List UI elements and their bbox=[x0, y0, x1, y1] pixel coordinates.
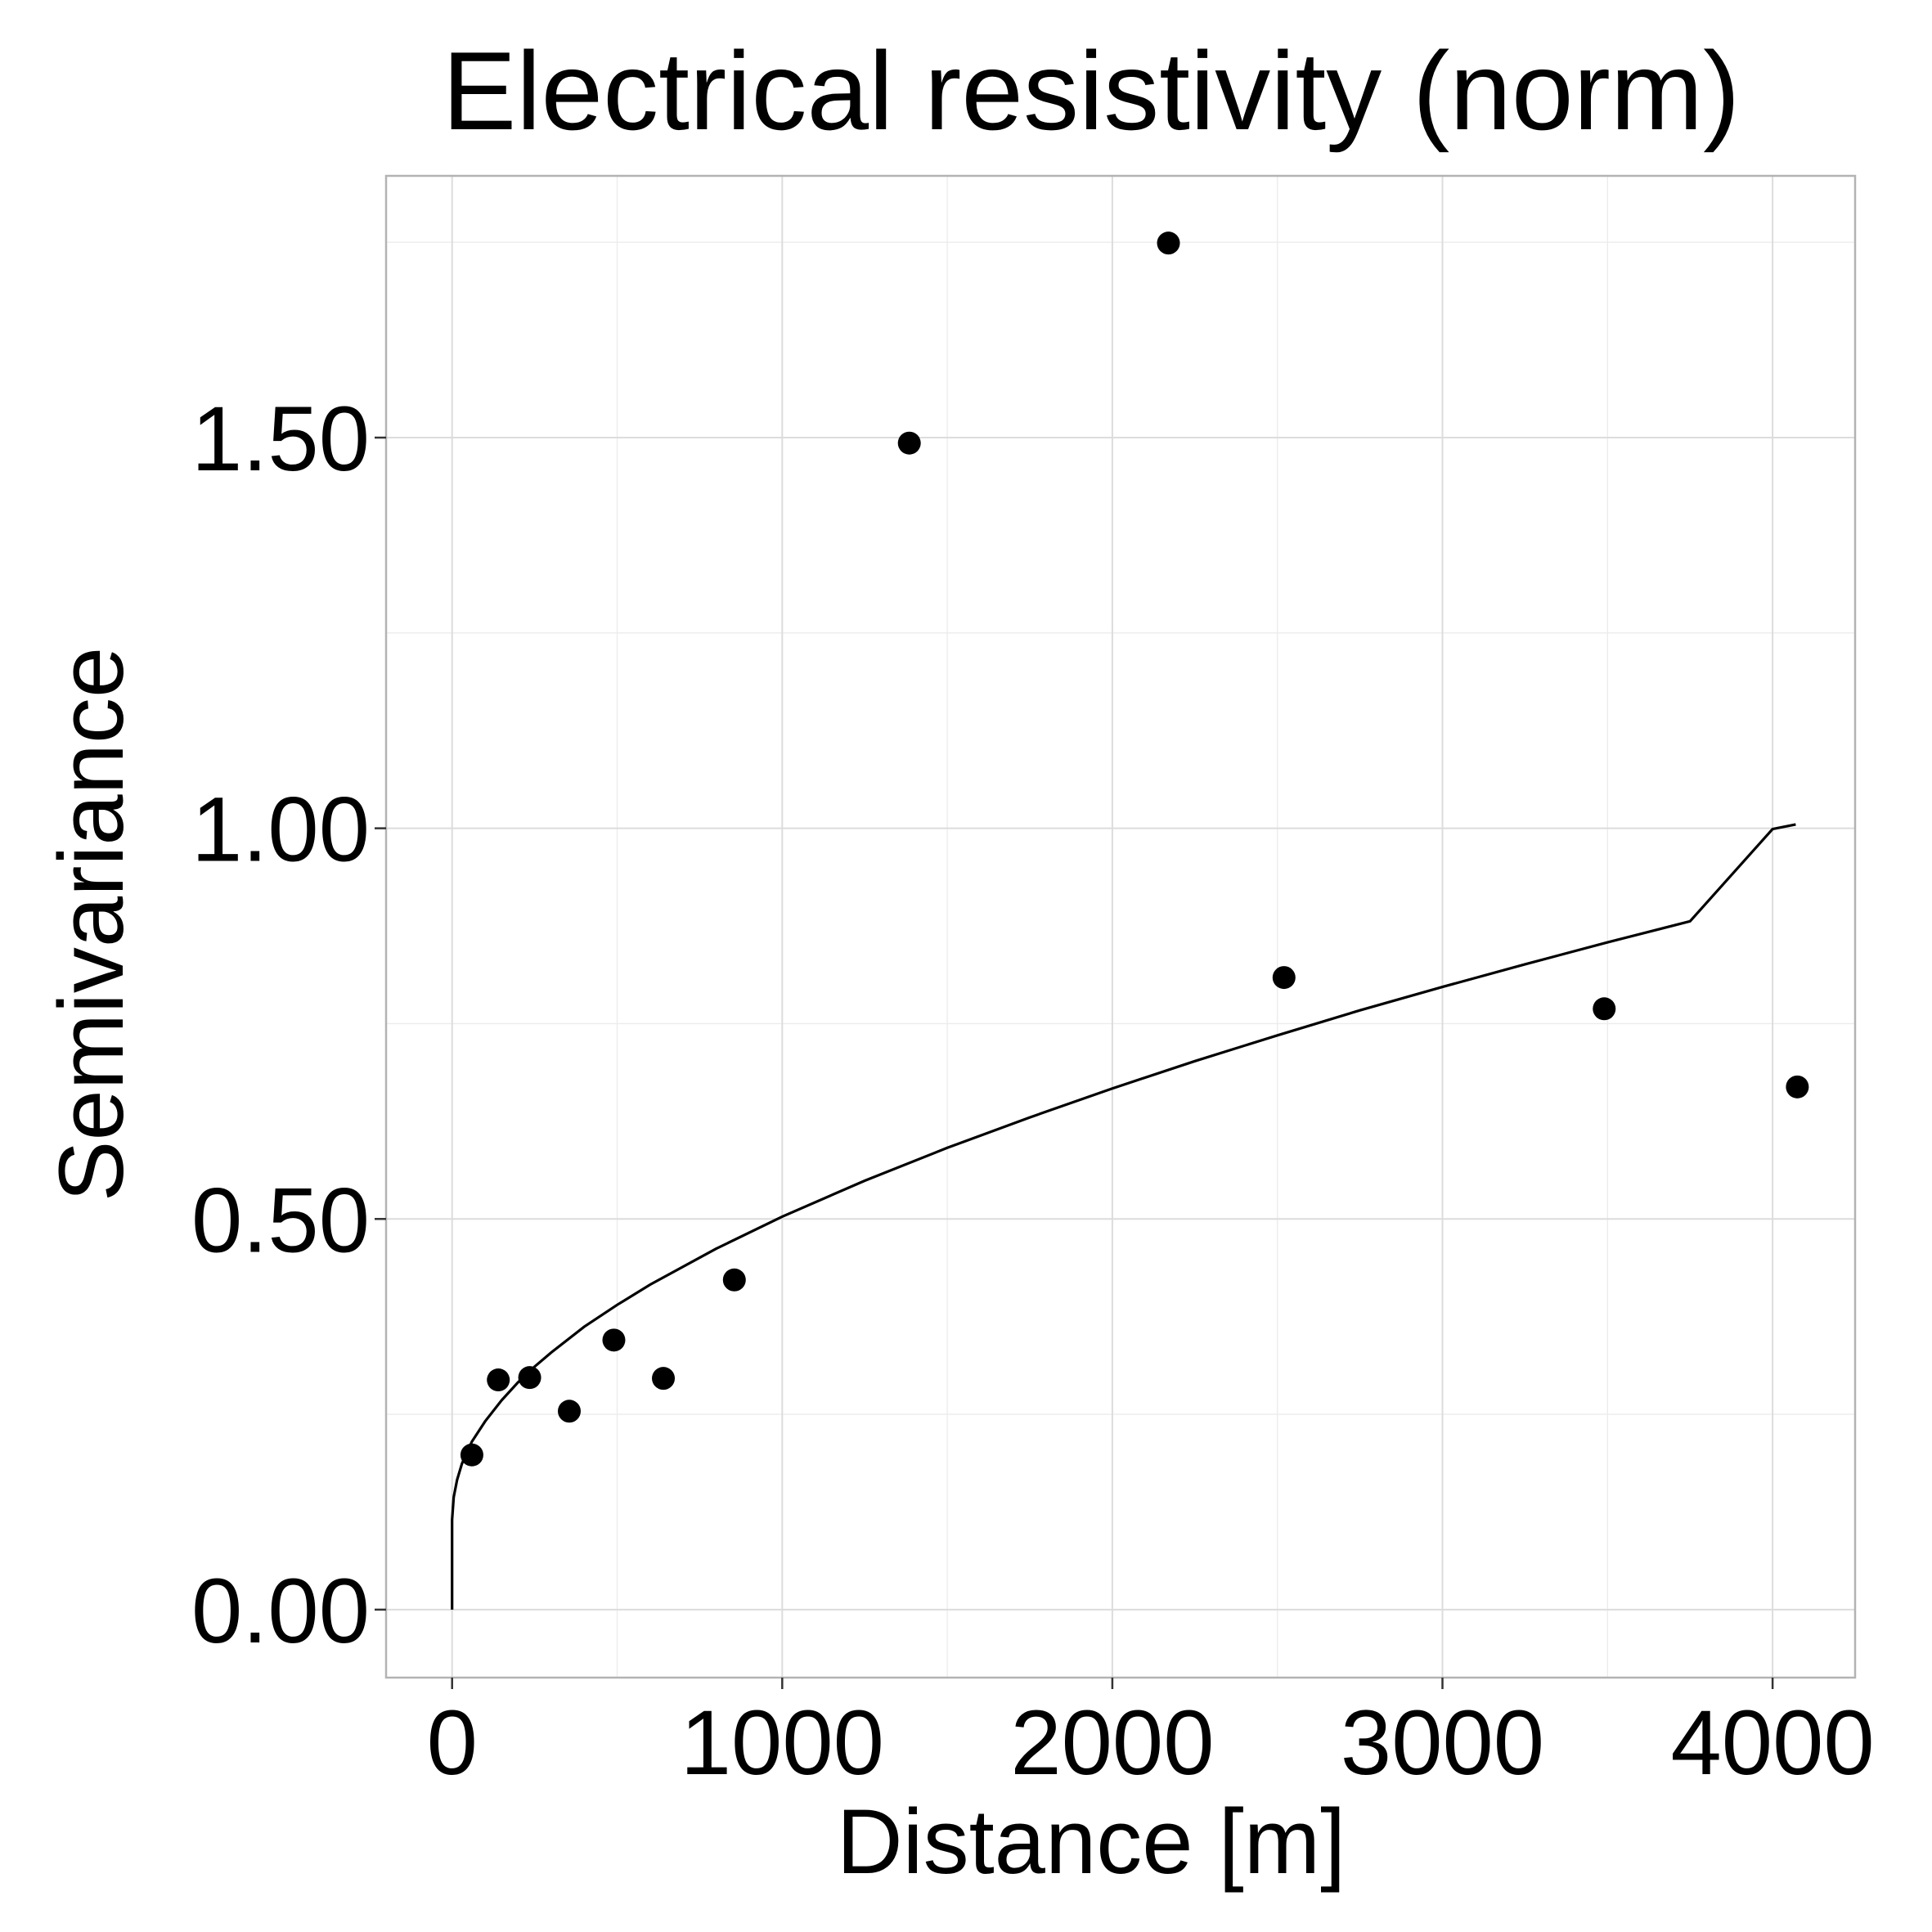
data-point-2 bbox=[518, 1366, 541, 1390]
data-point-9 bbox=[1272, 966, 1296, 990]
points-layer bbox=[460, 231, 1809, 1467]
data-point-3 bbox=[557, 1400, 581, 1423]
y-tick-label-2: 1.00 bbox=[191, 779, 370, 881]
axis-ticks bbox=[375, 436, 1774, 1689]
y-tick-label-0: 0.00 bbox=[191, 1560, 370, 1662]
model-line bbox=[451, 823, 1796, 1610]
y-axis-title: Semivariance bbox=[40, 647, 142, 1202]
data-point-5 bbox=[652, 1367, 676, 1391]
x-tick-label-3: 3000 bbox=[1341, 1692, 1544, 1794]
y-tick-label-1: 0.50 bbox=[191, 1169, 370, 1271]
plot-panel-border bbox=[384, 174, 1857, 1679]
chart-title: Electrical resistivity (norm) bbox=[443, 29, 1741, 153]
x-tick-label-4: 4000 bbox=[1671, 1692, 1875, 1794]
x-axis-title: Distance [m] bbox=[837, 1790, 1346, 1893]
grid-layer bbox=[386, 176, 1855, 1678]
y-tick-label-3: 1.50 bbox=[191, 388, 370, 490]
data-point-4 bbox=[602, 1328, 626, 1352]
model-line-layer bbox=[451, 823, 1796, 1610]
data-point-11 bbox=[1786, 1075, 1809, 1099]
data-point-10 bbox=[1593, 997, 1616, 1021]
data-point-8 bbox=[1157, 231, 1180, 255]
data-point-7 bbox=[897, 431, 921, 455]
data-point-1 bbox=[487, 1368, 510, 1392]
tick-labels: 0 1000 2000 3000 4000 0.00 0.50 1.00 1.50 bbox=[191, 388, 1875, 1794]
data-point-6 bbox=[722, 1268, 746, 1292]
x-tick-label-0: 0 bbox=[427, 1692, 478, 1794]
data-point-0 bbox=[460, 1443, 483, 1467]
x-tick-label-2: 2000 bbox=[1010, 1692, 1214, 1794]
x-tick-label-1: 1000 bbox=[681, 1692, 884, 1794]
